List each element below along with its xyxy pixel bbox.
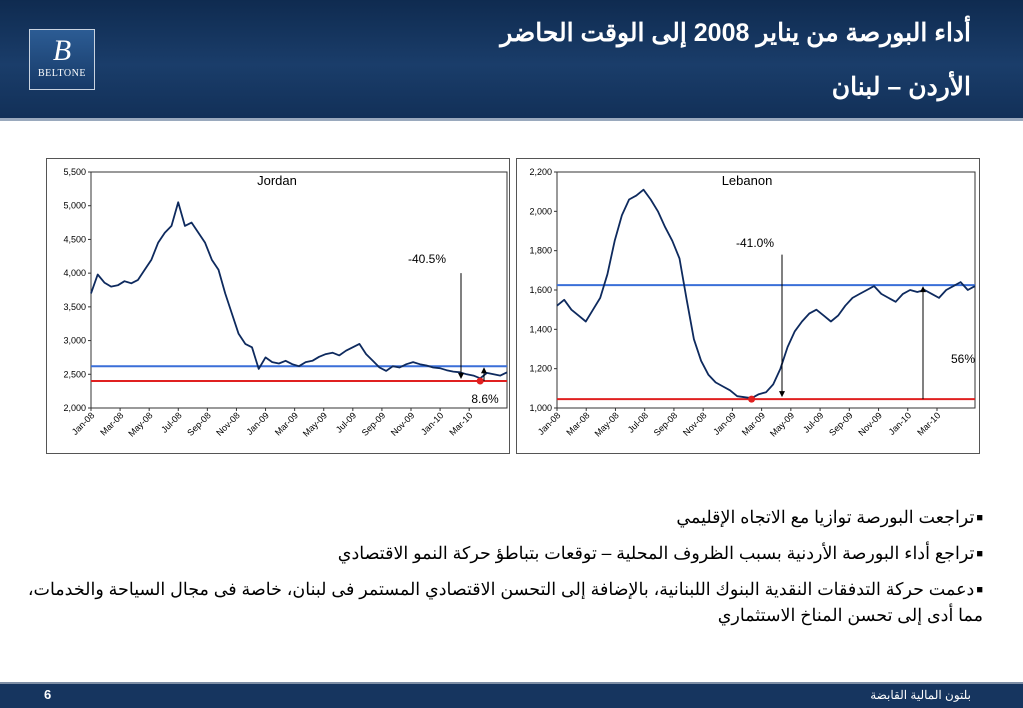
footer-company-name: بلتون المالية القابضة <box>870 688 971 702</box>
logo-text: BELTONE <box>38 68 86 79</box>
bullet-text: تراجعت البورصة توازيا مع الاتجاه الإقليم… <box>676 507 975 527</box>
x-tick-label: May-09 <box>301 410 329 438</box>
recovery-label: 8.6% <box>471 392 499 406</box>
recovery-label: 56% <box>951 352 975 366</box>
y-tick-label: 1,800 <box>529 246 552 256</box>
lebanon-chart: Lebanon 1,000 1,200 1,400 1,600 1,800 2,000 2,2… <box>516 158 980 454</box>
bullet-square-icon: ■ <box>976 548 983 560</box>
bullet-square-icon: ■ <box>976 512 983 524</box>
x-tick-label: Jul-08 <box>159 410 183 434</box>
header-divider <box>0 118 1023 121</box>
y-tick-label: 5,000 <box>63 201 86 211</box>
slide-footer: 6 بلتون المالية القابضة <box>0 684 1023 708</box>
slide-title: أداء البورصة من يناير 2008 إلى الوقت الح… <box>500 19 971 47</box>
x-tick-label: Jan-08 <box>536 410 563 437</box>
decline-arrowhead <box>779 391 785 398</box>
x-tick-label: Jan-08 <box>70 410 97 437</box>
x-tick-label: Sep-08 <box>652 410 680 438</box>
y-tick-label: 2,000 <box>529 206 552 216</box>
y-tick-label: 1,400 <box>529 324 552 334</box>
x-tick-label: Mar-10 <box>447 410 474 437</box>
x-tick-label: Jul-08 <box>626 410 650 434</box>
low-point-marker <box>476 377 484 385</box>
y-tick-label: 2,000 <box>63 403 86 413</box>
index-series-line <box>90 201 508 380</box>
y-tick-label: 4,500 <box>63 234 86 244</box>
x-tick-label: Nov-08 <box>681 410 709 438</box>
recovery-arrowhead <box>481 367 487 374</box>
x-tick-label: Mar-09 <box>273 410 300 437</box>
x-tick-label: Nov-09 <box>856 410 884 438</box>
x-tick-label: May-08 <box>126 410 154 438</box>
x-tick-label: Sep-09 <box>360 410 388 438</box>
x-tick-label: Jan-09 <box>244 410 271 437</box>
slide-header: B BELTONE أداء البورصة من يناير 2008 إلى… <box>0 0 1023 118</box>
logo-mark: B <box>52 34 72 67</box>
x-tick-label: Mar-09 <box>740 410 767 437</box>
bullet-item: ■تراجع أداء البورصة الأردنية بسبب الظروف… <box>23 541 983 567</box>
decline-label: -41.0% <box>736 236 774 250</box>
bullet-square-icon: ■ <box>976 584 983 596</box>
y-tick-label: 3,000 <box>63 336 86 346</box>
x-tick-label: Mar-08 <box>564 410 591 437</box>
x-tick-label: May-08 <box>593 410 621 438</box>
jordan-chart-svg: Jordan 2,000 2,500 3,000 3,500 4,000 4,500 5,00… <box>63 167 508 439</box>
bullet-text: دعمت حركة التدفقات النقدية البنوك اللبنا… <box>27 579 983 625</box>
y-tick-label: 5,500 <box>63 167 86 177</box>
decline-arrowhead <box>458 373 464 380</box>
x-tick-label: May-09 <box>768 410 796 438</box>
jordan-chart: Jordan 2,000 2,500 3,000 3,500 4,000 4,500 5,00… <box>46 158 510 454</box>
recovery-arrowhead <box>920 286 926 293</box>
bullet-text: تراجع أداء البورصة الأردنية بسبب الظروف … <box>337 543 975 563</box>
x-tick-label: Mar-10 <box>915 410 942 437</box>
slide-subtitle: الأردن – لبنان <box>831 73 971 101</box>
y-tick-label: 1,200 <box>529 364 552 374</box>
x-tick-label: Mar-08 <box>98 410 125 437</box>
footer-divider <box>0 682 1023 684</box>
y-tick-label: 3,500 <box>63 302 86 312</box>
decline-label: -40.5% <box>408 252 446 266</box>
x-tick-label: Jul-09 <box>801 410 825 434</box>
chart-title: Jordan <box>257 173 297 188</box>
y-tick-label: 1,000 <box>529 403 552 413</box>
lebanon-chart-svg: Lebanon 1,000 1,200 1,400 1,600 1,800 2,000 2,2… <box>529 167 976 439</box>
bullet-list: ■تراجعت البورصة توازيا مع الاتجاه الإقلي… <box>23 505 983 638</box>
bullet-item: ■تراجعت البورصة توازيا مع الاتجاه الإقلي… <box>23 505 983 531</box>
x-tick-label: Jul-09 <box>334 410 358 434</box>
x-tick-label: Jan-10 <box>419 410 446 437</box>
y-tick-label: 2,200 <box>529 167 552 177</box>
y-tick-label: 2,500 <box>63 369 86 379</box>
plot-area <box>90 171 508 409</box>
page-number: 6 <box>44 687 52 702</box>
x-tick-label: Jan-10 <box>887 410 914 437</box>
index-series-line <box>556 188 976 400</box>
x-tick-label: Jan-09 <box>711 410 738 437</box>
bullet-item: ■دعمت حركة التدفقات النقدية البنوك اللبن… <box>23 577 983 628</box>
x-tick-label: Nov-08 <box>214 410 242 438</box>
x-tick-label: Nov-09 <box>389 410 417 438</box>
beltone-logo: B BELTONE <box>29 29 95 90</box>
x-tick-label: Sep-08 <box>185 410 213 438</box>
low-point-marker <box>748 395 756 403</box>
chart-title: Lebanon <box>722 173 773 188</box>
x-tick-label: Sep-09 <box>827 410 855 438</box>
y-tick-label: 1,600 <box>529 285 552 295</box>
y-tick-label: 4,000 <box>63 268 86 278</box>
